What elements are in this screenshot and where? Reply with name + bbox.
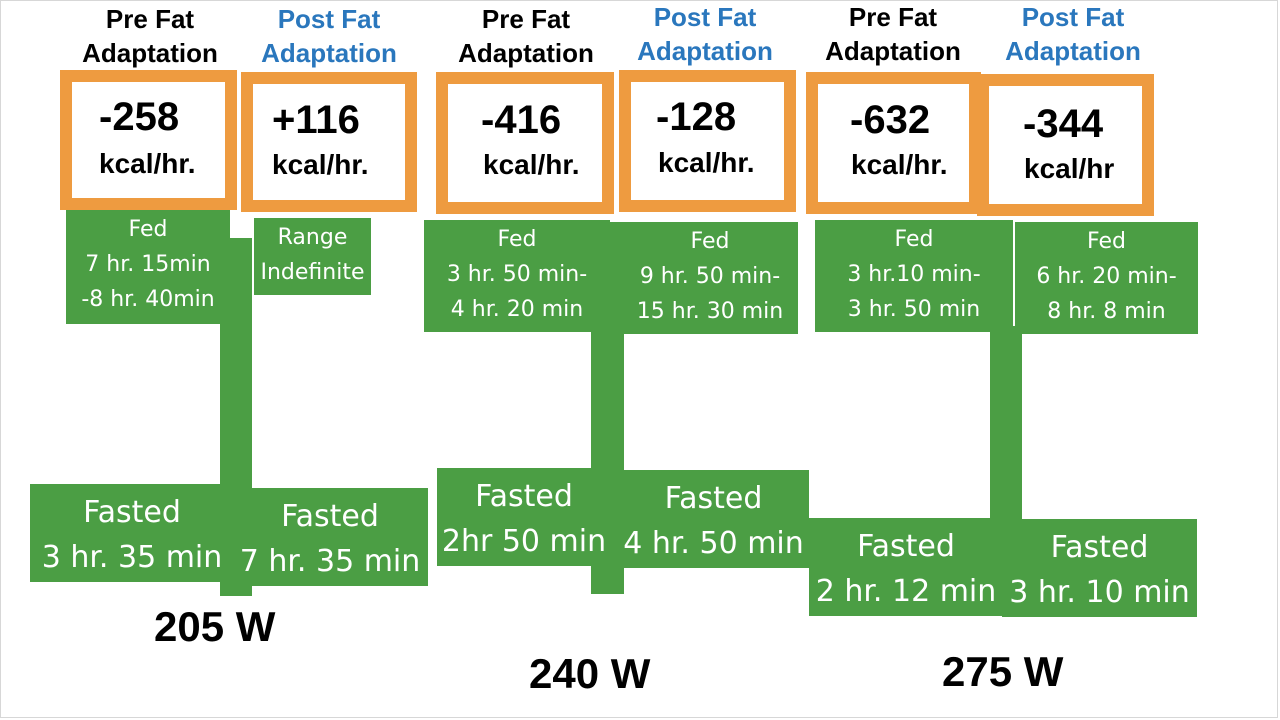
fed-box-pre-240: Fed 3 hr. 50 min- 4 hr. 20 min: [424, 220, 610, 332]
kcal-value: -344: [1023, 102, 1104, 146]
kcal-box-pre-275: -632 kcal/hr.: [806, 72, 981, 214]
header-pre-205: Pre Fat Adaptation: [82, 4, 218, 68]
fed-box-post-205: Range Indefinite: [254, 218, 371, 295]
fed-box-pre-275: Fed 3 hr.10 min- 3 hr. 50 min: [815, 220, 1013, 332]
header-post-240: Post Fat Adaptation: [637, 2, 773, 66]
kcal-value: -128: [656, 95, 737, 139]
watts-label-275: 275 W: [942, 648, 1064, 695]
kcal-unit: kcal/hr.: [99, 148, 196, 179]
kcal-box-post-275: -344 kcal/hr: [977, 74, 1154, 216]
watts-label-240: 240 W: [529, 650, 651, 697]
fasted-box-post-240: Fasted 4 hr. 50 min: [618, 470, 809, 568]
fed-box-pre-205: Fed 7 hr. 15min -8 hr. 40min: [66, 210, 230, 324]
kcal-unit: kcal/hr.: [851, 149, 948, 180]
fed-box-post-275: Fed 6 hr. 20 min- 8 hr. 8 min: [1015, 222, 1198, 334]
kcal-box-pre-205: -258 kcal/hr.: [60, 70, 237, 210]
kcal-unit: kcal/hr.: [658, 147, 755, 178]
header-pre-275: Pre Fat Adaptation: [825, 2, 961, 66]
fed-box-post-240: Fed 9 hr. 50 min- 15 hr. 30 min: [622, 222, 798, 334]
fasted-box-post-275: Fasted 3 hr. 10 min: [1002, 519, 1197, 617]
fasted-box-post-205: Fasted 7 hr. 35 min: [232, 488, 428, 586]
kcal-box-post-205: +116 kcal/hr.: [241, 72, 417, 212]
header-post-275: Post Fat Adaptation: [1005, 2, 1141, 66]
kcal-value: -416: [481, 98, 562, 142]
fasted-box-pre-205: Fasted 3 hr. 35 min: [30, 484, 234, 582]
fasted-box-pre-240: Fasted 2hr 50 min: [437, 468, 611, 566]
header-pre-240: Pre Fat Adaptation: [458, 4, 594, 68]
watts-label-205: 205 W: [154, 603, 276, 650]
fasted-box-pre-275: Fasted 2 hr. 12 min: [809, 518, 1003, 616]
kcal-value: -632: [850, 98, 931, 142]
kcal-unit: kcal/hr.: [483, 149, 580, 180]
kcal-value: -258: [99, 95, 180, 139]
kcal-box-pre-240: -416 kcal/hr.: [436, 72, 614, 214]
header-post-205: Post Fat Adaptation: [261, 4, 397, 68]
kcal-value: +116: [272, 98, 360, 142]
connector-bar: [990, 326, 1022, 522]
kcal-unit: kcal/hr.: [272, 149, 369, 180]
kcal-unit: kcal/hr: [1024, 153, 1115, 184]
kcal-box-post-240: -128 kcal/hr.: [619, 70, 796, 212]
